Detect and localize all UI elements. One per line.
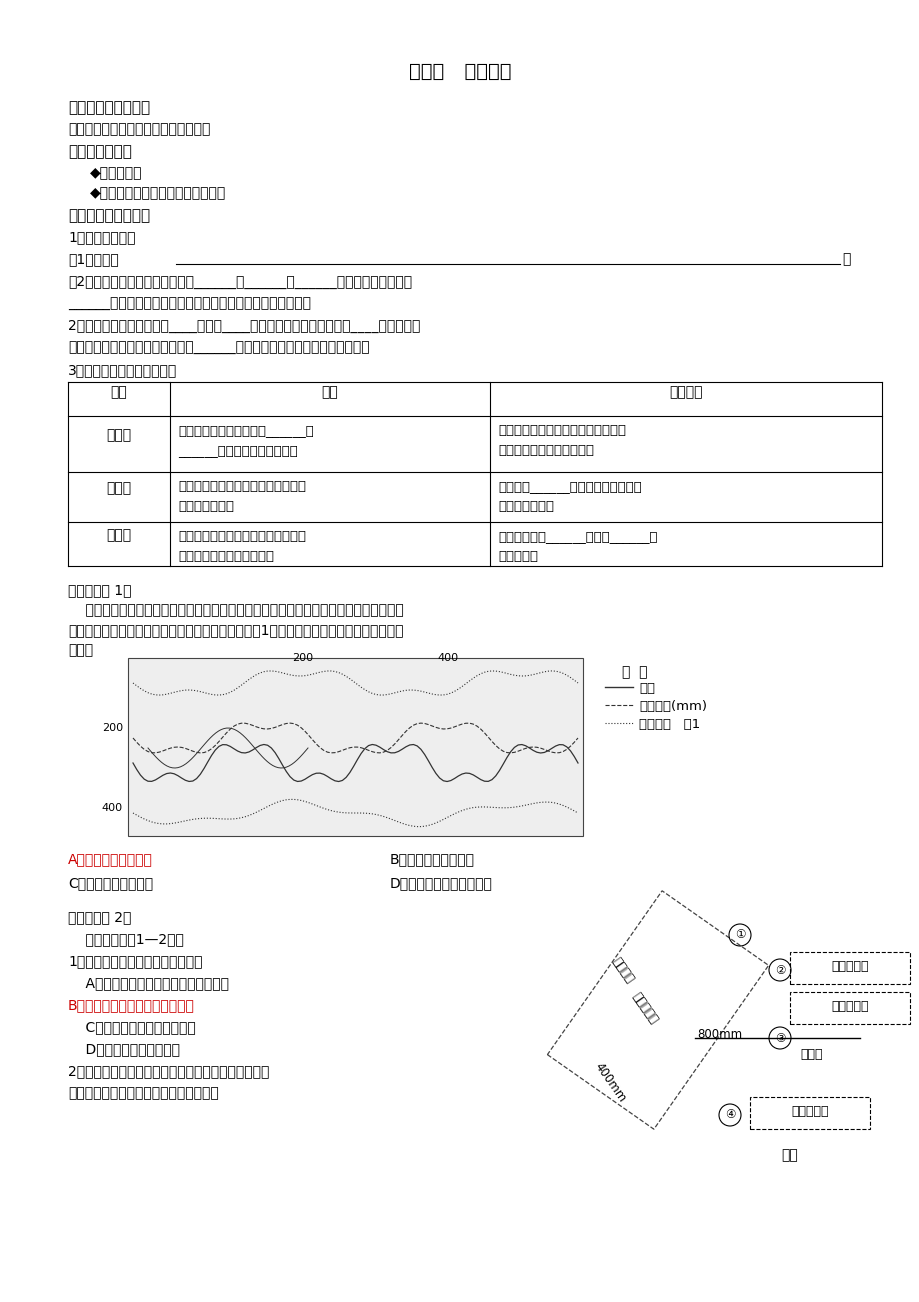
- Text: 河流: 河流: [639, 682, 654, 695]
- Text: 2．半干旱地区多是草原放牧区，湿润半湿润地区多是: 2．半干旱地区多是草原放牧区，湿润半湿润地区多是: [68, 1064, 269, 1078]
- Text: ③: ③: [774, 1031, 785, 1044]
- Text: 半干旱地区: 半干旱地区: [629, 990, 659, 1026]
- Text: 开放性: 开放性: [107, 529, 131, 542]
- Text: ______，构成一个统一的整体: ______，构成一个统一的整体: [177, 444, 298, 457]
- Bar: [789, 992, 909, 1023]
- Text: 整体性: 整体性: [107, 428, 131, 441]
- Bar: [128, 658, 583, 836]
- Text: ④: ④: [724, 1108, 734, 1121]
- Text: 400: 400: [102, 803, 123, 812]
- Text: 方法是: 方法是: [68, 643, 93, 658]
- Text: 【经典例题 2】: 【经典例题 2】: [68, 910, 131, 924]
- Text: 协调发展。: 协调发展。: [497, 549, 538, 562]
- Text: 200: 200: [292, 654, 313, 663]
- Text: ①: ①: [734, 928, 744, 941]
- Text: 区域内部各地理要素之间______、: 区域内部各地理要素之间______、: [177, 424, 313, 437]
- Text: （2）区域特征：区域具有一定的______、______、______或界线，具有明确的: （2）区域特征：区域具有一定的______、______、______或界线，具…: [68, 275, 412, 289]
- Text: 资源利用要综合考虑，正确处理资源: 资源利用要综合考虑，正确处理资源: [497, 424, 625, 437]
- Text: 1、区域的含义：: 1、区域的含义：: [68, 230, 135, 243]
- Text: 考点：区域的含义、中国省级行政区划: 考点：区域的含义、中国省级行政区划: [68, 122, 210, 135]
- Text: 特征: 特征: [110, 385, 127, 398]
- Text: 【经典例题 1】: 【经典例题 1】: [68, 583, 131, 598]
- Text: D．利用气候、地形等指标: D．利用气候、地形等指标: [390, 876, 493, 891]
- Text: 必须遵循______的原则，扬长避短，: 必须遵循______的原则，扬长避短，: [497, 480, 641, 493]
- Text: 区域是地球表面的空间单位，它是人们在地理差异的基础上，按一定的指标和方法划分: 区域是地球表面的空间单位，它是人们在地理差异的基础上，按一定的指标和方法划分: [68, 603, 403, 617]
- Text: 理空间呈现出开放性的特点: 理空间呈现出开放性的特点: [177, 549, 274, 562]
- Text: 1．该图能正确表达出的区域特征为: 1．该图能正确表达出的区域特征为: [68, 954, 202, 967]
- Text: 差异性: 差异性: [107, 480, 131, 495]
- Text: 实践意义: 实践意义: [668, 385, 702, 398]
- Text: 【考试内容与要求】: 【考试内容与要求】: [68, 100, 150, 115]
- Text: 区域划分目的：了解各区域之间的______，因地制宜地对区域加以开发利用。: 区域划分目的：了解各区域之间的______，因地制宜地对区域加以开发利用。: [68, 341, 369, 355]
- Text: A．区域具有一定的面积、形状和边界: A．区域具有一定的面积、形状和边界: [68, 976, 229, 990]
- Text: 等雨量线(mm): 等雨量线(mm): [639, 700, 706, 713]
- Text: （1）概念：: （1）概念：: [68, 253, 119, 266]
- Text: C．以行政区划为指标: C．以行政区划为指标: [68, 876, 153, 891]
- Text: 读图２，回答1—2题。: 读图２，回答1—2题。: [68, 932, 184, 947]
- Text: ◆区域的含义: ◆区域的含义: [90, 165, 142, 180]
- Text: 草原牧区: 草原牧区: [608, 954, 635, 986]
- Text: 。: 。: [841, 253, 849, 266]
- Text: 旱地农业区: 旱地农业区: [831, 1000, 868, 1013]
- Text: 【重点与难点】: 【重点与难点】: [68, 145, 131, 159]
- Text: 含义: 含义: [322, 385, 338, 398]
- Text: 200: 200: [102, 723, 123, 733]
- Text: 半湿润地区: 半湿润地区: [831, 960, 868, 973]
- Text: 800mm: 800mm: [697, 1029, 742, 1042]
- Text: 400mm: 400mm: [592, 1060, 629, 1104]
- Text: D．区域的边界是明确的: D．区域的边界是明确的: [68, 1042, 180, 1056]
- Text: 2、区域划分：划分指标有____指标或____指标；自然要素特征指标或____要素指标。: 2、区域划分：划分指标有____指标或____指标；自然要素特征指标或____要…: [68, 319, 420, 333]
- Bar: [749, 1098, 869, 1129]
- Text: ______，其内部某些特征相对一致，并与其他区域有所区别。: ______，其内部某些特征相对一致，并与其他区域有所区别。: [68, 297, 311, 311]
- Text: ②: ②: [774, 963, 785, 976]
- Text: 图  例: 图 例: [621, 665, 647, 680]
- Text: 区域之间有着各种各样的联系，使地: 区域之间有着各种各样的联系，使地: [177, 530, 306, 543]
- Text: 农业区，这反映出地理环境影响着区域的: 农业区，这反映出地理环境影响着区域的: [68, 1086, 219, 1100]
- Text: A．利用单一指标划分: A．利用单一指标划分: [68, 852, 153, 866]
- Text: C．区域可划分为下一级区域: C．区域可划分为下一级区域: [68, 1019, 196, 1034]
- Text: 图２: 图２: [781, 1148, 798, 1161]
- Text: 400: 400: [437, 654, 458, 663]
- Text: 域内部也有差异: 域内部也有差异: [177, 500, 233, 513]
- Text: 湿润区: 湿润区: [800, 1048, 822, 1061]
- Text: 各个区域之间普遍存在着差异性；区: 各个区域之间普遍存在着差异性；区: [177, 480, 306, 493]
- Text: 开发利用与环境保护的关系: 开发利用与环境保护的关系: [497, 444, 594, 457]
- Text: 第一节   认识区域: 第一节 认识区域: [408, 62, 511, 81]
- Text: 出来的。由于目不同，所用的指标和方法也不同。图1中黄河流域作为一个区域，其划分的: 出来的。由于目不同，所用的指标和方法也不同。图1中黄河流域作为一个区域，其划分的: [68, 622, 403, 637]
- Text: ◆中国省级行政区轮廓、位置的记忆: ◆中国省级行政区轮廓、位置的记忆: [90, 186, 226, 201]
- Bar: [789, 952, 909, 984]
- Text: 促进区域发展。: 促进区域发展。: [497, 500, 553, 513]
- Text: 流域界线   图1: 流域界线 图1: [639, 717, 699, 730]
- Text: 3、区域特征及其实践意义：: 3、区域特征及其实践意义：: [68, 363, 177, 378]
- Text: 水田农业区: 水田农业区: [790, 1105, 828, 1118]
- Text: B．区域内部的特定性质相对一致: B．区域内部的特定性质相对一致: [68, 999, 195, 1012]
- Text: 必须加强区域______，实现______，: 必须加强区域______，实现______，: [497, 530, 657, 543]
- Text: 【考点梳理与拓展】: 【考点梳理与拓展】: [68, 208, 150, 223]
- Text: B．利用综合指标划分: B．利用综合指标划分: [390, 852, 474, 866]
